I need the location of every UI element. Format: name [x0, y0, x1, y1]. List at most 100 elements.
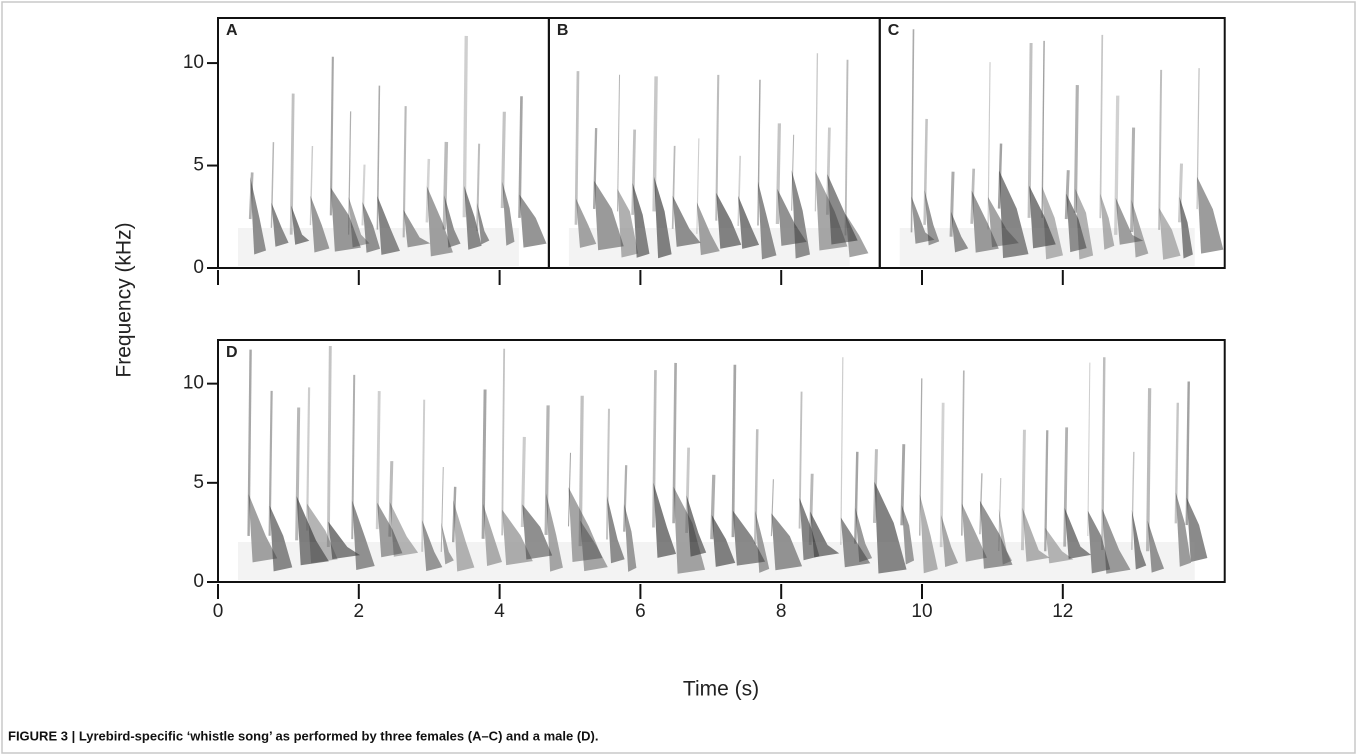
spectrogram-streak	[826, 127, 831, 215]
spectrogram-streak	[451, 486, 457, 543]
spectrogram	[899, 29, 1224, 266]
spectrogram-streak	[671, 145, 676, 229]
x-axis-label: Time (s)	[683, 678, 759, 701]
spectrogram-streak	[1131, 451, 1135, 550]
spectrogram-streak	[672, 362, 677, 524]
spectrogram-note	[522, 504, 553, 560]
spectrogram-streak	[1177, 163, 1184, 223]
spectrogram-streak	[1196, 68, 1200, 210]
spectrogram-note	[352, 500, 375, 570]
spectrogram-note	[971, 190, 999, 253]
spectrogram-streak	[440, 467, 444, 552]
spectrogram-streak	[731, 364, 737, 538]
spectrogram-note	[1115, 197, 1144, 245]
spectrogram-note	[716, 192, 742, 249]
spectrogram-note	[855, 507, 873, 563]
y-tick-label: 5	[193, 472, 204, 493]
spectrogram-note	[827, 174, 858, 245]
spectrogram-note	[672, 195, 701, 247]
spectrogram-streak	[919, 378, 923, 536]
spectrogram-layer	[238, 29, 1224, 580]
spectrogram-streak	[1114, 95, 1120, 235]
spectrogram-note	[901, 505, 915, 565]
spectrogram-note	[377, 196, 400, 255]
spectrogram-streak	[1087, 362, 1091, 536]
spectrogram-note	[546, 493, 563, 572]
panel-frame	[878, 17, 1226, 269]
spectrogram-streak	[1073, 85, 1079, 213]
spectrogram-note	[1075, 188, 1094, 260]
spectrogram-note	[389, 502, 419, 557]
spectrogram-note	[477, 202, 490, 245]
spectrogram-note	[654, 176, 672, 259]
spectrogram-streak	[567, 452, 572, 527]
spectrogram-streak	[1044, 430, 1049, 552]
spectrogram-streak	[960, 370, 965, 536]
spectrogram-streak	[247, 349, 252, 536]
spectrogram-note	[632, 183, 650, 258]
spectrogram-streak	[351, 374, 356, 540]
spectrogram-streak	[987, 62, 991, 230]
spectrogram-note	[757, 181, 777, 260]
spectrogram-note	[1131, 199, 1149, 258]
spectrogram-note	[568, 487, 603, 563]
x-tick-label: 2	[354, 601, 365, 622]
spectrogram-streak	[1020, 429, 1026, 551]
spectrogram-note	[606, 496, 625, 564]
spectrogram-note	[296, 496, 329, 566]
spectrogram-streak	[376, 85, 381, 230]
spectrogram-streak	[309, 145, 314, 226]
spectrogram-note	[1022, 507, 1050, 562]
spectrogram-note	[307, 503, 338, 564]
spectrogram-streak	[361, 164, 366, 226]
spectrogram-note	[951, 211, 969, 253]
spectrogram-note	[979, 500, 1013, 569]
spectrogram-note	[444, 195, 461, 248]
spectrogram-note	[941, 515, 959, 567]
spectrogram-streak	[652, 76, 658, 212]
x-tick-label: 4	[494, 601, 505, 622]
spectrogram-note	[377, 502, 403, 558]
spectrogram-streak	[425, 158, 431, 223]
spectrogram-note	[874, 481, 907, 574]
spectrogram-streak	[939, 402, 945, 548]
spectrogram-note	[250, 176, 267, 255]
spectrogram-streak	[623, 465, 628, 532]
spectrogram-noise	[238, 542, 1195, 580]
spectrogram-noise	[238, 228, 519, 266]
spectrogram-noise	[899, 228, 1195, 266]
spectrogram-streak	[476, 143, 481, 231]
spectrogram-streak	[844, 59, 849, 236]
spectrogram-note	[686, 495, 707, 557]
spectrogram-streak	[388, 461, 394, 537]
spectrogram-streak	[798, 391, 803, 529]
spectrogram-streak	[696, 138, 700, 234]
spectrogram-note	[483, 503, 502, 566]
panel-frame	[217, 339, 1226, 583]
spectrogram-note	[911, 196, 935, 244]
spectrogram-streak	[710, 474, 716, 540]
spectrogram-note	[519, 194, 547, 248]
spectrogram-streak	[652, 370, 657, 528]
spectrogram-note	[1066, 193, 1087, 253]
spectrogram-note	[426, 186, 453, 257]
spectrogram-note	[1179, 196, 1193, 259]
spectrogram-streak	[1158, 69, 1163, 230]
spectrogram-note	[575, 198, 597, 248]
x-tick-label: 12	[1052, 601, 1073, 622]
spectrogram-note	[269, 505, 293, 572]
spectrogram-note	[624, 503, 637, 572]
spectrogram-note	[1087, 510, 1111, 574]
spectrogram-note	[453, 500, 475, 572]
panel-label: A	[226, 22, 238, 39]
panel-label: B	[557, 22, 569, 39]
spectrogram-streak	[949, 171, 955, 237]
spectrogram-note	[653, 482, 677, 558]
caption: FIGURE 3 | Lyrebird-specific ‘whistle so…	[8, 728, 598, 743]
spectrogram-streak	[854, 451, 859, 544]
spectrogram-streak	[1130, 127, 1136, 233]
spectrogram-note	[1042, 186, 1063, 260]
spectrogram-streak	[923, 118, 928, 225]
